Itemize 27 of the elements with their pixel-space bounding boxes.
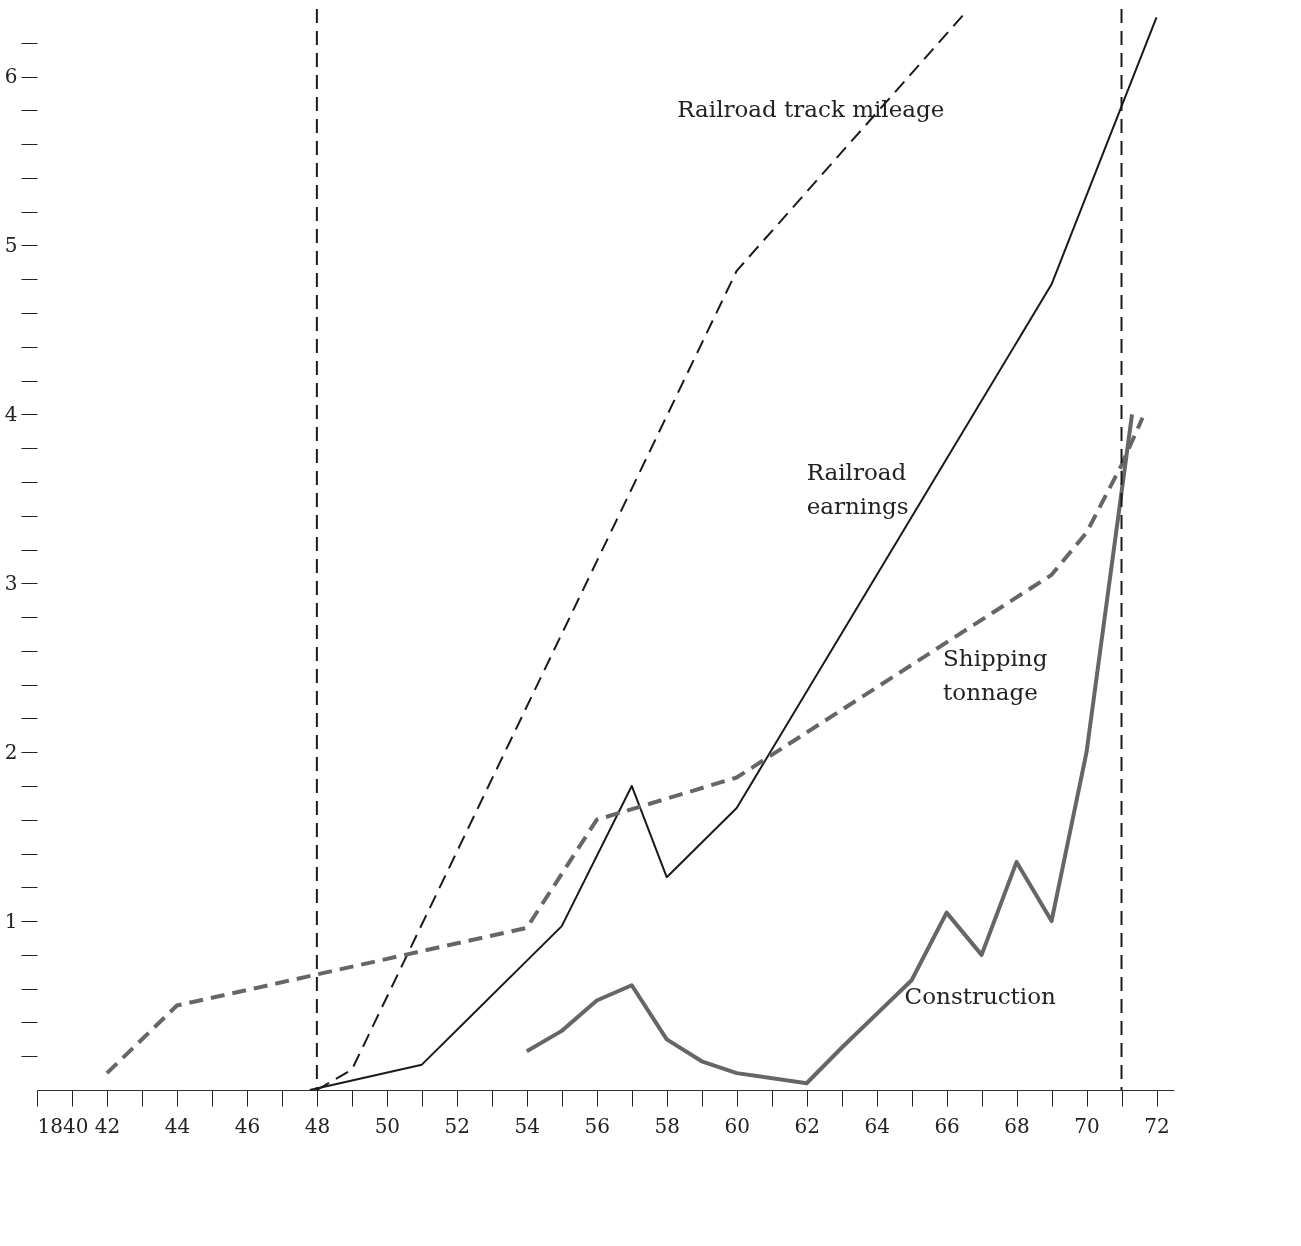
x-tick-label: 70	[1074, 1113, 1100, 1138]
series-label: Railroad earnings	[806, 459, 909, 520]
y-tick-label: 3	[4, 570, 18, 595]
x-tick-label: 66	[934, 1113, 960, 1138]
x-tick-label: 58	[654, 1113, 680, 1138]
x-tick-label: 48	[304, 1113, 331, 1138]
y-tick-label: 1	[4, 908, 18, 933]
x-tick-label: 56	[584, 1113, 610, 1138]
x-tick-label: 44	[164, 1113, 191, 1138]
x-tick-label: 62	[794, 1113, 820, 1138]
x-tick-label: 52	[444, 1113, 471, 1138]
x-tick-label: 68	[1004, 1113, 1030, 1138]
y-tick-label: 5	[4, 232, 18, 257]
x-tick-label: 54	[514, 1113, 541, 1138]
x-tick-label: 50	[374, 1113, 401, 1138]
x-tick-label: 46	[234, 1113, 261, 1138]
x-tick-label: 60	[724, 1113, 750, 1138]
x-tick-label: 64	[864, 1113, 890, 1138]
series-label: Shipping tonnage	[943, 645, 1048, 706]
series-label: Construction	[904, 983, 1057, 1010]
x-tick-label: 72	[1144, 1113, 1170, 1138]
y-tick-label: 2	[4, 739, 18, 764]
x-tick-label: 1840	[37, 1113, 89, 1138]
y-tick-label: 4	[4, 401, 18, 426]
y-tick-label: 6	[4, 64, 18, 89]
series-label: Railroad track mileage	[677, 96, 945, 123]
x-tick-label: 42	[94, 1113, 121, 1138]
